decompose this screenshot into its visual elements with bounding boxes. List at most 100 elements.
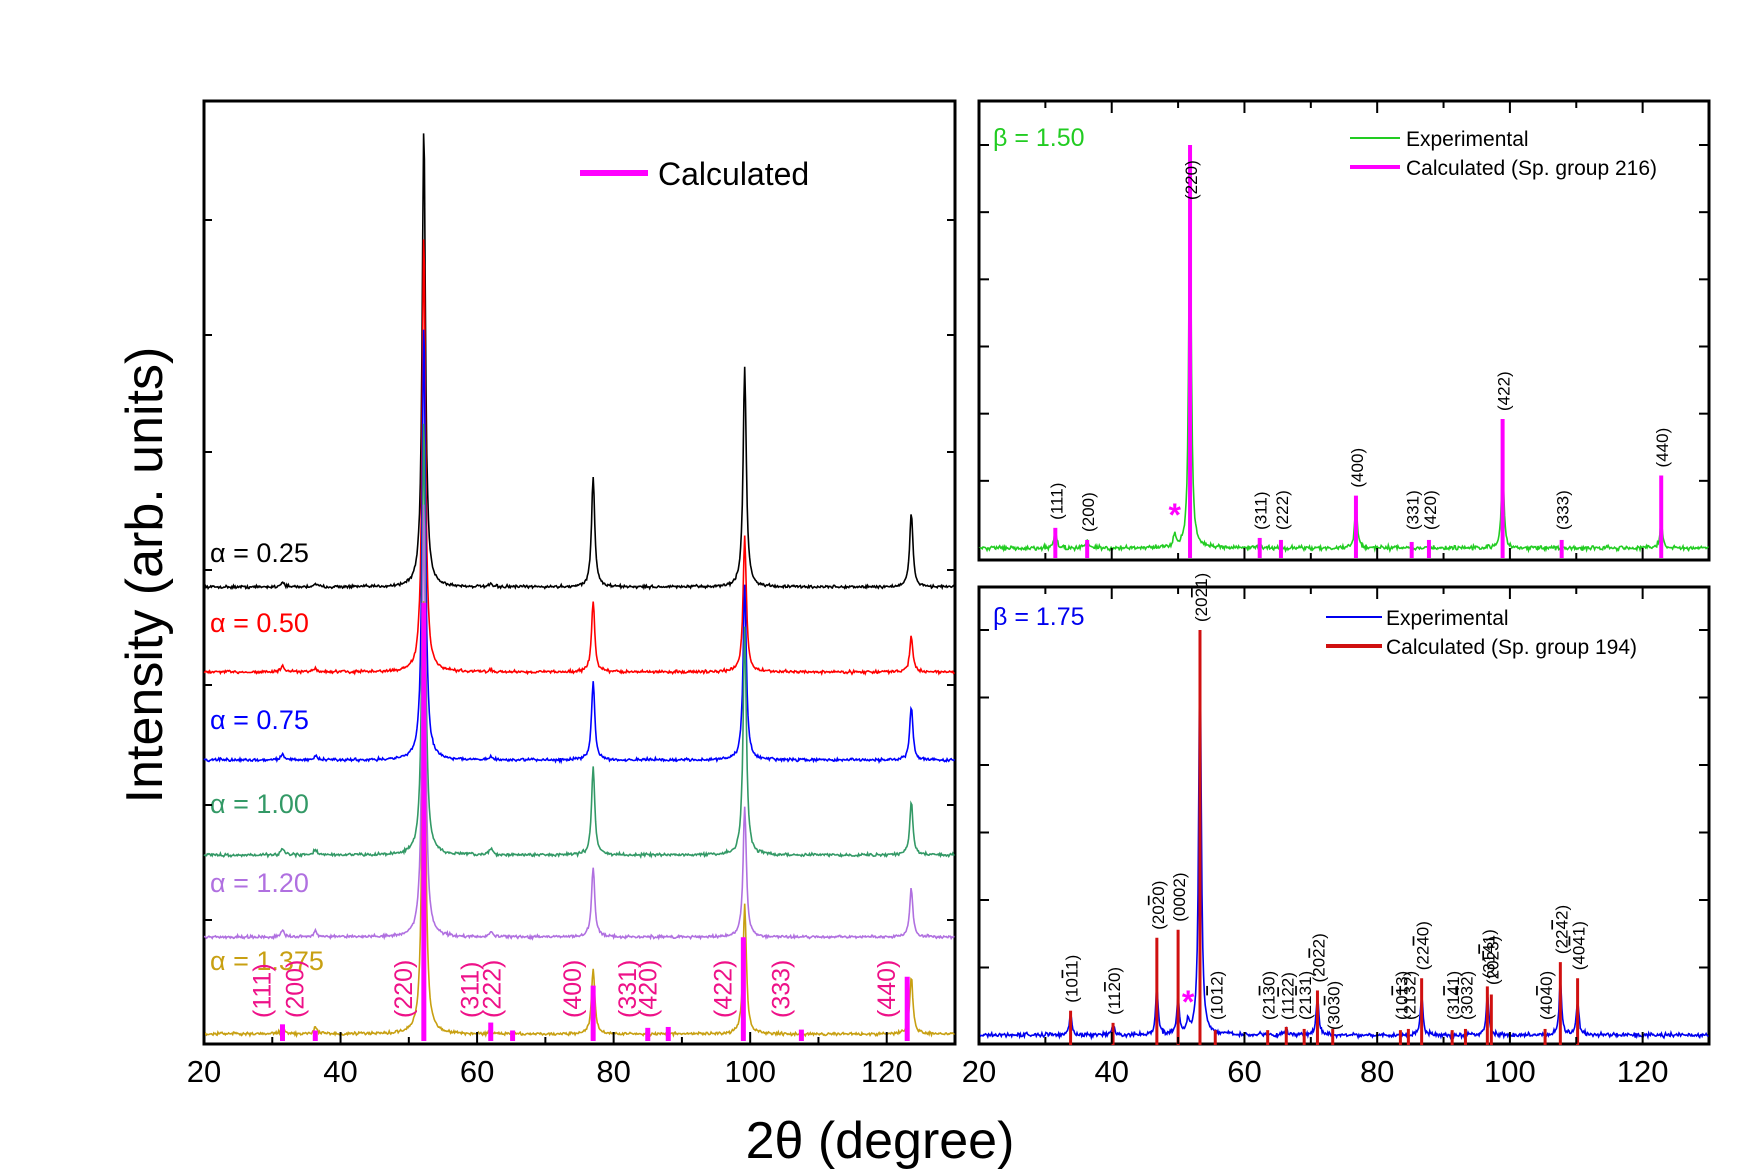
hkl-paren: ( <box>1570 964 1589 970</box>
hkl-paren: ) <box>1554 490 1573 496</box>
hkl-digit: 0 <box>1457 995 1476 1004</box>
hkl-digit: 0 <box>1537 995 1556 1004</box>
hkl-bar-digit: 1 <box>1063 969 1082 978</box>
hkl-label: (3030) <box>1325 981 1344 1030</box>
hkl-digit: 0 <box>1149 886 1168 895</box>
hkl-paren: ) <box>1325 981 1344 987</box>
hkl-digit: 2 <box>1192 607 1211 616</box>
hkl-paren: ) <box>1552 905 1571 911</box>
hkl-digit: 1 <box>1252 497 1271 506</box>
hkl-label: (2242) <box>1552 905 1571 954</box>
hkl-paren: ( <box>1400 1014 1419 1020</box>
hkl-digit: 0 <box>1414 927 1433 936</box>
hkl-digit: 0 <box>1182 166 1201 175</box>
top-right-legend: Experimental Calculated (Sp. group 216) <box>1350 128 1657 180</box>
hkl-paren: ( <box>1444 1014 1463 1020</box>
hkl-label: (2022) <box>1309 933 1328 982</box>
hkl-digit: 2 <box>1273 515 1292 524</box>
hkl-label: (422) <box>1495 371 1514 411</box>
hkl-digit: 0 <box>1483 960 1502 969</box>
hkl-digit: 2 <box>1182 175 1201 184</box>
hkl-digit: 1 <box>1047 488 1066 497</box>
hkl-digit: 2 <box>1495 386 1514 395</box>
hkl-label: (2021) <box>1192 573 1211 622</box>
hkl-paren: ( <box>1170 916 1189 922</box>
hkl-paren: ( <box>1252 524 1271 530</box>
hkl-digit: 3 <box>1252 515 1271 524</box>
hkl-digit: 2 <box>1552 911 1571 920</box>
hkl-paren: ) <box>1273 490 1292 496</box>
series-label: α = 0.25 <box>210 538 309 568</box>
x-tick-label: 60 <box>1227 1054 1261 1089</box>
bottom-right-title: β = 1.75 <box>993 603 1085 631</box>
hkl-bar-digit: 4 <box>1479 944 1498 953</box>
series-line <box>203 329 956 765</box>
left-plot-area: α = 0.25 α = 0.50 α = 0.75 α = 1.00 α = 1.20… <box>203 133 956 1041</box>
x-tick-label: 40 <box>323 1054 357 1089</box>
hkl-paren: ) <box>1170 872 1189 878</box>
hkl-digit: 0 <box>1325 1005 1344 1014</box>
series-label: α = 1.20 <box>210 868 309 898</box>
hkl-digit: 1 <box>1479 935 1498 944</box>
hkl-digit: 1 <box>1570 927 1589 936</box>
hkl-paren: ( <box>1309 976 1328 982</box>
hkl-label: (420) <box>634 960 662 1018</box>
hkl-paren: ( <box>1182 194 1201 200</box>
hkl-paren: ( <box>1653 461 1672 467</box>
hkl-digit: 0 <box>1063 978 1082 987</box>
hkl-paren: ( <box>1483 979 1502 985</box>
hkl-paren: ) <box>1278 972 1297 978</box>
x-tick-label: 60 <box>460 1054 494 1089</box>
hkl-digit: 0 <box>1348 454 1367 463</box>
hkl-digit: 2 <box>1457 976 1476 985</box>
hkl-label: (1012) <box>1207 971 1226 1020</box>
hkl-paren: ) <box>1260 971 1279 977</box>
hkl-bar-digit: 2 <box>1278 987 1297 996</box>
hkl-digit: 2 <box>1079 517 1098 526</box>
hkl-digit: 2 <box>1207 976 1226 985</box>
hkl-digit: 0 <box>1570 946 1589 955</box>
left-panel: α = 0.25 α = 0.50 α = 0.75 α = 1.00 α = 1.20… <box>187 99 957 1089</box>
left-panel-frame <box>202 99 957 1046</box>
bottom-right-panel: (1011)(1120)(2020)(0002)(2021)(1012)(213… <box>962 573 1711 1089</box>
hkl-paren: ) <box>1400 971 1419 977</box>
hkl-label: (4040) <box>1537 971 1556 1020</box>
hkl-digit: 0 <box>1170 897 1189 906</box>
hkl-digit: 1 <box>1252 506 1271 515</box>
hkl-label: (440) <box>873 960 901 1018</box>
hkl-label: (222) <box>479 960 507 1018</box>
hkl-bar-digit: 4 <box>1570 936 1589 945</box>
hkl-paren: ) <box>1207 971 1226 977</box>
x-tick-label: 20 <box>187 1054 221 1089</box>
hkl-digit: 2 <box>1414 946 1433 955</box>
hkl-paren: ( <box>1063 997 1082 1003</box>
hkl-digit: 0 <box>1537 976 1556 985</box>
series-label: α = 0.75 <box>210 705 309 735</box>
hkl-paren: ) <box>1047 483 1066 489</box>
top-right-title: β = 1.50 <box>993 124 1085 152</box>
hkl-paren: ) <box>1570 921 1589 927</box>
hkl-digit: 1 <box>1260 995 1279 1004</box>
hkl-paren: ( <box>1421 524 1440 530</box>
left-axis-ticks: 20 40 60 80 100 120 <box>187 219 955 1089</box>
top-right-panel-frame <box>977 99 1711 562</box>
hkl-label: (2023) <box>1483 936 1502 985</box>
hkl-digit: 0 <box>1309 958 1328 967</box>
experimental-line <box>978 655 1709 1041</box>
hkl-digit: 3 <box>1392 976 1411 985</box>
x-tick-label: 80 <box>596 1054 630 1089</box>
hkl-paren: ( <box>1079 526 1098 532</box>
hkl-label: (400) <box>559 960 587 1018</box>
hkl-digit: 2 <box>1400 976 1419 985</box>
hkl-digit: 2 <box>1495 377 1514 386</box>
impurity-marker: * <box>1169 497 1182 533</box>
hkl-digit: 4 <box>1570 955 1589 964</box>
hkl-label: (111) <box>249 963 277 1018</box>
hkl-digit: 0 <box>1079 498 1098 507</box>
hkl-paren: ( <box>1325 1024 1344 1030</box>
hkl-paren: ) <box>1348 448 1367 454</box>
hkl-digit: 0 <box>1170 888 1189 897</box>
hkl-paren: ) <box>1192 573 1211 579</box>
hkl-paren: ) <box>1457 971 1476 977</box>
